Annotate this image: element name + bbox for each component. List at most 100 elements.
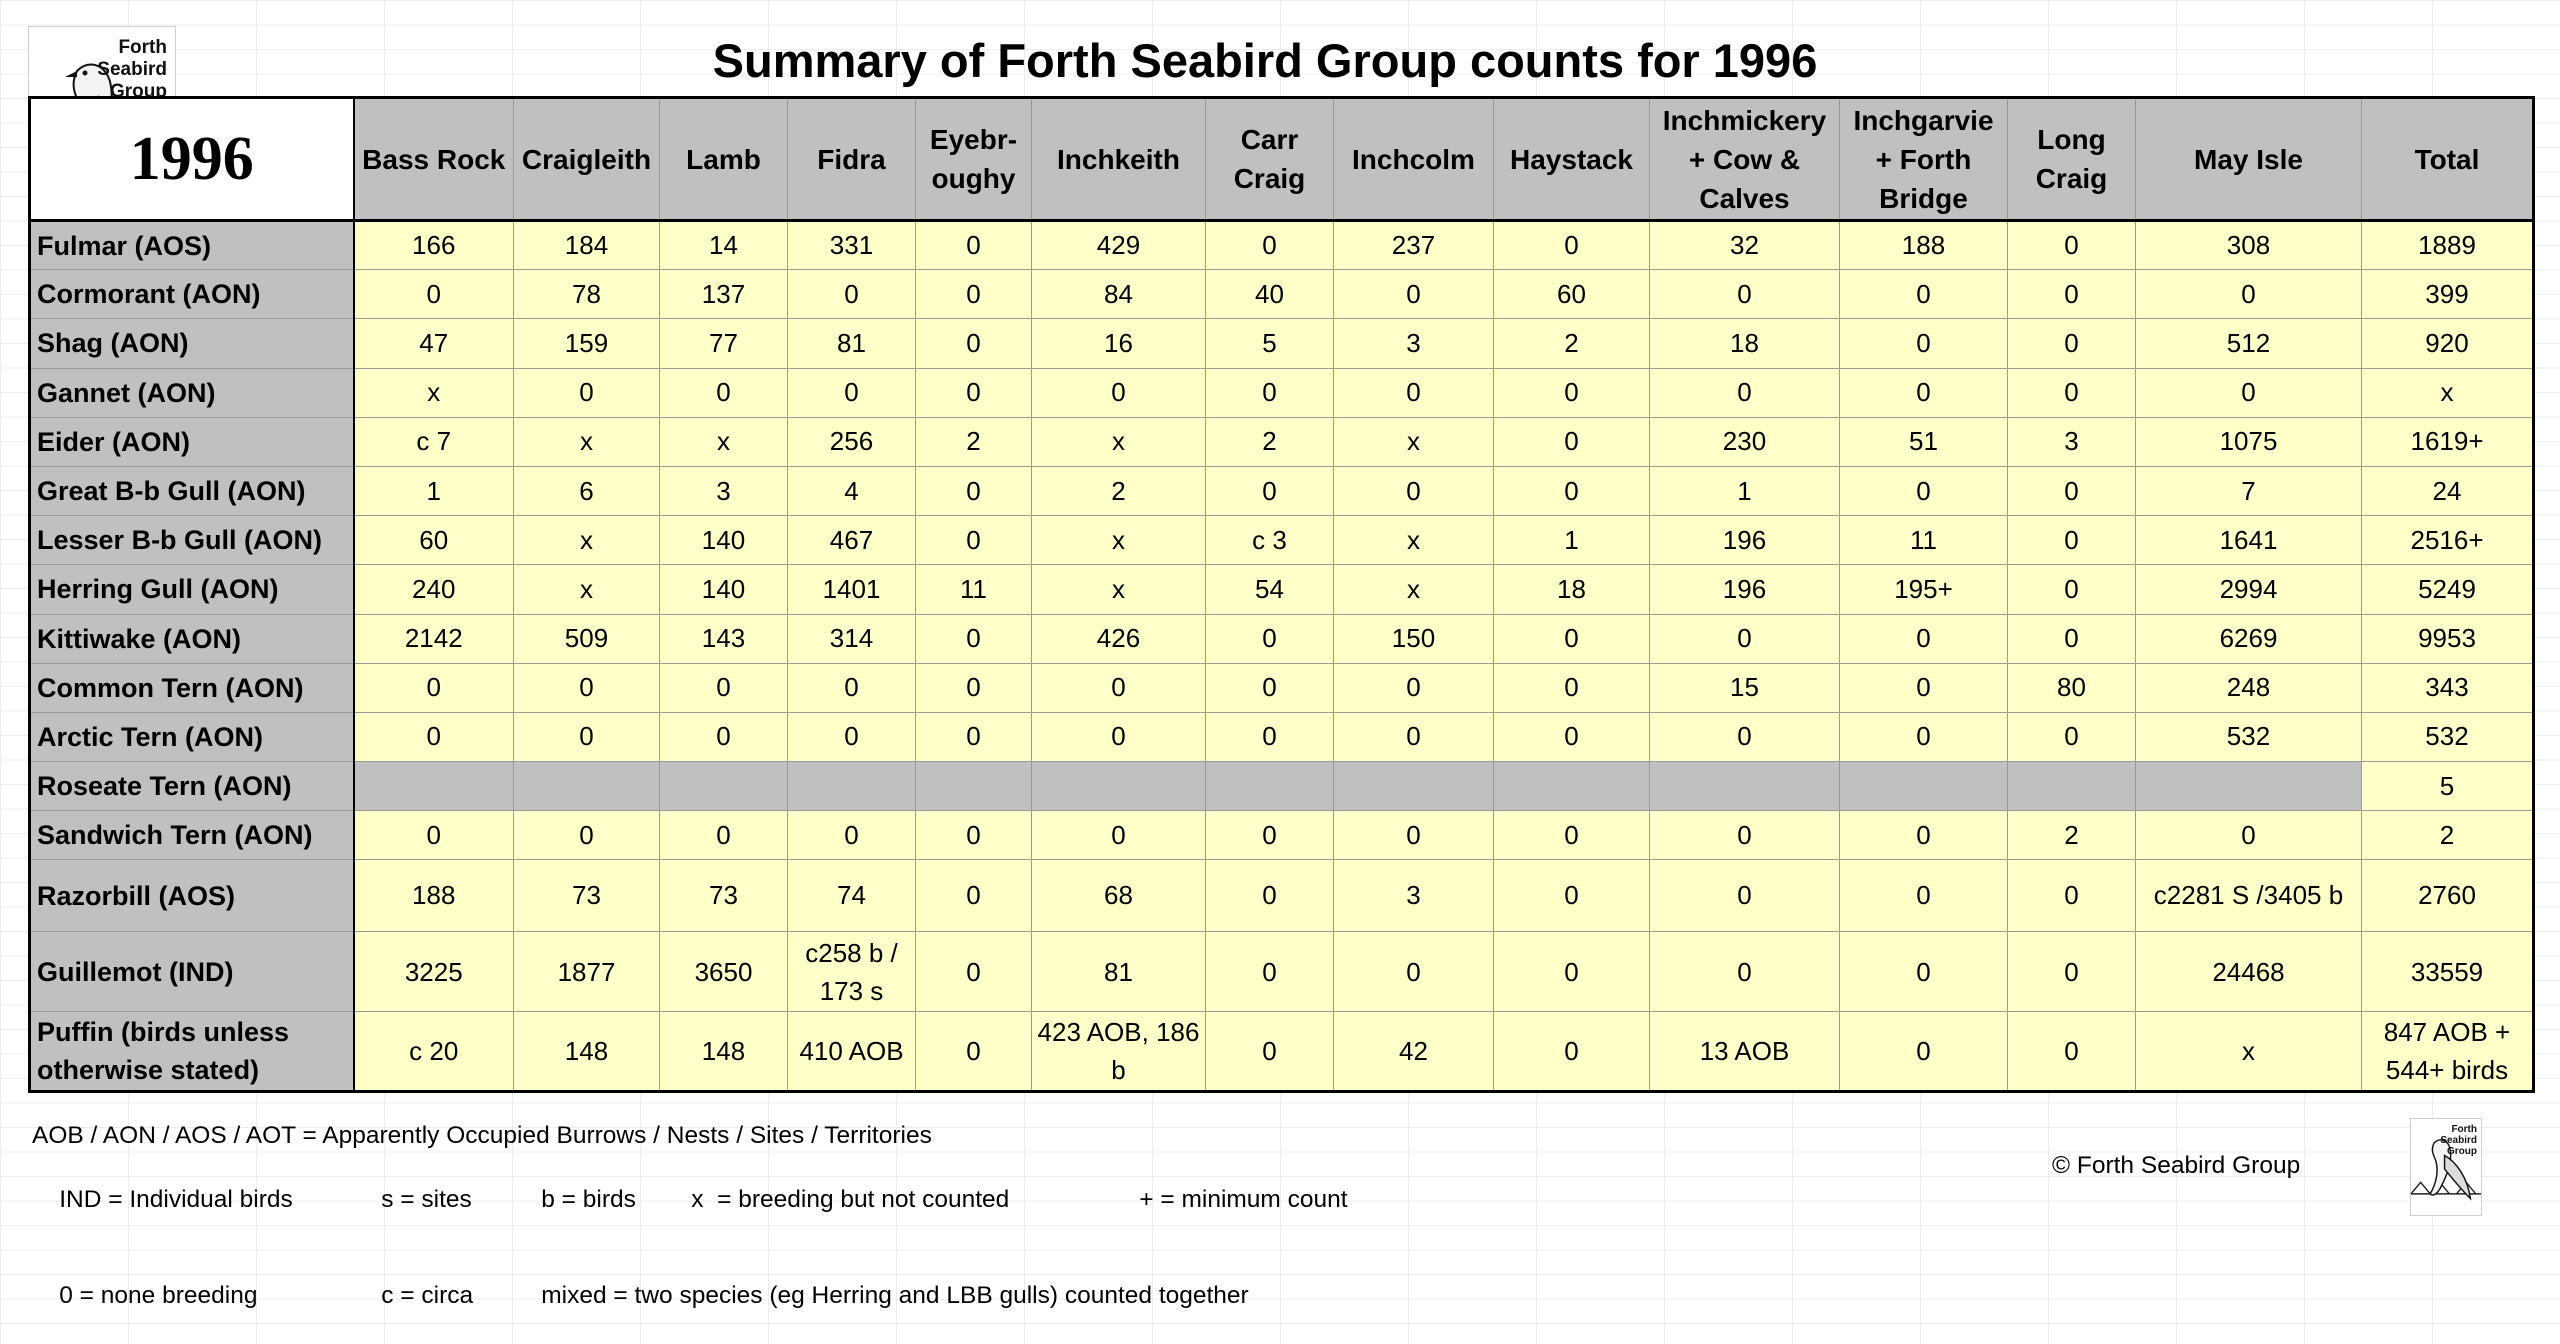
- count-cell: 0: [1333, 367, 1494, 418]
- species-label: Shag (AON): [28, 318, 355, 369]
- count-cell: 0: [1839, 931, 2008, 1013]
- count-cell: 532: [2361, 711, 2535, 763]
- table-row: Common Tern (AON) 0 0 0 0 0 0 0 0 0 15 0 80 248 343: [28, 662, 2535, 713]
- legend-ind: IND = Individual birds: [59, 1186, 293, 1213]
- count-cell: 196: [1649, 515, 1840, 566]
- count-cell: 11: [915, 564, 1032, 615]
- column-header: Inchmickery + Cow & Calves: [1649, 96, 1840, 222]
- count-cell: 0: [2007, 465, 2136, 517]
- count-cell: 0: [513, 662, 660, 713]
- count-cell: 0: [1333, 465, 1494, 517]
- count-cell: 73: [513, 859, 660, 933]
- column-header: Bass Rock: [353, 96, 514, 222]
- logo-text-small: Forth Seabird Group: [2440, 1124, 2477, 1157]
- gannet-bird-icon-small: [2411, 1139, 2481, 1201]
- count-cell: 0: [1031, 711, 1206, 763]
- count-cell: 0: [915, 465, 1032, 517]
- count-cell: x: [513, 564, 660, 615]
- year-header: 1996: [28, 96, 355, 222]
- count-cell: 0: [1205, 465, 1334, 517]
- species-label: Roseate Tern (AON): [28, 761, 355, 812]
- count-cell: [353, 761, 514, 812]
- count-cell: 0: [353, 662, 514, 713]
- column-header: Craigleith: [513, 96, 660, 222]
- species-label: Eider (AON): [28, 416, 355, 467]
- count-cell: 0: [915, 810, 1032, 861]
- count-cell: 0: [1205, 810, 1334, 861]
- count-cell: 423 AOB, 186 b: [1031, 1011, 1206, 1094]
- count-cell: 184: [513, 219, 660, 271]
- count-cell: 0: [1333, 662, 1494, 713]
- count-cell: 2516+: [2361, 515, 2535, 566]
- count-cell: 0: [1649, 859, 1840, 933]
- count-cell: 1619+: [2361, 416, 2535, 467]
- count-cell: 196: [1649, 564, 1840, 615]
- count-cell: 399: [2361, 269, 2535, 320]
- count-cell: 0: [915, 367, 1032, 418]
- count-cell: 1: [1493, 515, 1650, 566]
- count-cell: 166: [353, 219, 514, 271]
- legend-b: b = birds: [541, 1186, 636, 1213]
- count-cell: 24: [2361, 465, 2535, 517]
- count-cell: 429: [1031, 219, 1206, 271]
- count-cell: 54: [1205, 564, 1334, 615]
- count-cell: 1877: [513, 931, 660, 1013]
- column-header: Lamb: [659, 96, 788, 222]
- count-cell: 0: [1333, 931, 1494, 1013]
- count-cell: 137: [659, 269, 788, 320]
- count-cell: 0: [1205, 613, 1334, 664]
- count-cell: 0: [915, 1011, 1032, 1094]
- count-cell: 314: [787, 613, 916, 664]
- count-cell: 3225: [353, 931, 514, 1013]
- table-row: Herring Gull (AON) 240 x 140 1401 11 x 54 x 18 196…: [28, 564, 2535, 615]
- count-cell: 2: [2361, 810, 2535, 861]
- count-cell: 1401: [787, 564, 916, 615]
- count-cell: 237: [1333, 219, 1494, 271]
- species-label: Gannet (AON): [28, 367, 355, 418]
- count-cell: [2007, 761, 2136, 812]
- count-cell: c 7: [353, 416, 514, 467]
- count-cell: 2994: [2135, 564, 2362, 615]
- count-cell: 0: [787, 367, 916, 418]
- count-cell: x: [1031, 515, 1206, 566]
- count-cell: 0: [1031, 810, 1206, 861]
- count-cell: 0: [1205, 1011, 1334, 1094]
- count-cell: 256: [787, 416, 916, 467]
- count-cell: 84: [1031, 269, 1206, 320]
- count-cell: 0: [1493, 613, 1650, 664]
- count-cell: [659, 761, 788, 812]
- count-cell: 0: [915, 269, 1032, 320]
- column-header: Carr Craig: [1205, 96, 1334, 222]
- count-cell: 847 AOB + 544+ birds: [2361, 1011, 2535, 1094]
- species-label: Puffin (birds unless otherwise stated): [28, 1011, 355, 1094]
- count-cell: 0: [1649, 367, 1840, 418]
- count-cell: [2135, 761, 2362, 812]
- count-cell: 532: [2135, 711, 2362, 763]
- count-cell: 33559: [2361, 931, 2535, 1013]
- count-cell: 0: [787, 269, 916, 320]
- count-cell: 5: [1205, 318, 1334, 369]
- count-cell: 0: [1493, 219, 1650, 271]
- count-cell: [1839, 761, 2008, 812]
- count-cell: 2: [1031, 465, 1206, 517]
- count-cell: 0: [1493, 1011, 1650, 1094]
- forth-seabird-group-logo-small: Forth Seabird Group: [2410, 1118, 2482, 1216]
- legend-zero: 0 = none breeding: [59, 1282, 258, 1309]
- count-cell: 148: [513, 1011, 660, 1094]
- table-row: Fulmar (AOS) 166 184 14 331 0 429 0 237 0 32 188 0 30…: [28, 219, 2535, 271]
- count-cell: [1493, 761, 1650, 812]
- count-cell: 0: [659, 367, 788, 418]
- count-cell: c 3: [1205, 515, 1334, 566]
- count-cell: 0: [2135, 367, 2362, 418]
- column-header: May Isle: [2135, 96, 2362, 222]
- count-cell: 0: [1649, 613, 1840, 664]
- count-cell: 74: [787, 859, 916, 933]
- count-cell: 188: [353, 859, 514, 933]
- count-cell: [1333, 761, 1494, 812]
- count-cell: 331: [787, 219, 916, 271]
- count-cell: 0: [1493, 465, 1650, 517]
- count-cell: 0: [659, 711, 788, 763]
- table-row: Guillemot (IND) 3225 1877 3650 c258 b / 173 …: [28, 931, 2535, 1013]
- count-cell: 0: [1205, 219, 1334, 271]
- count-cell: 0: [1649, 810, 1840, 861]
